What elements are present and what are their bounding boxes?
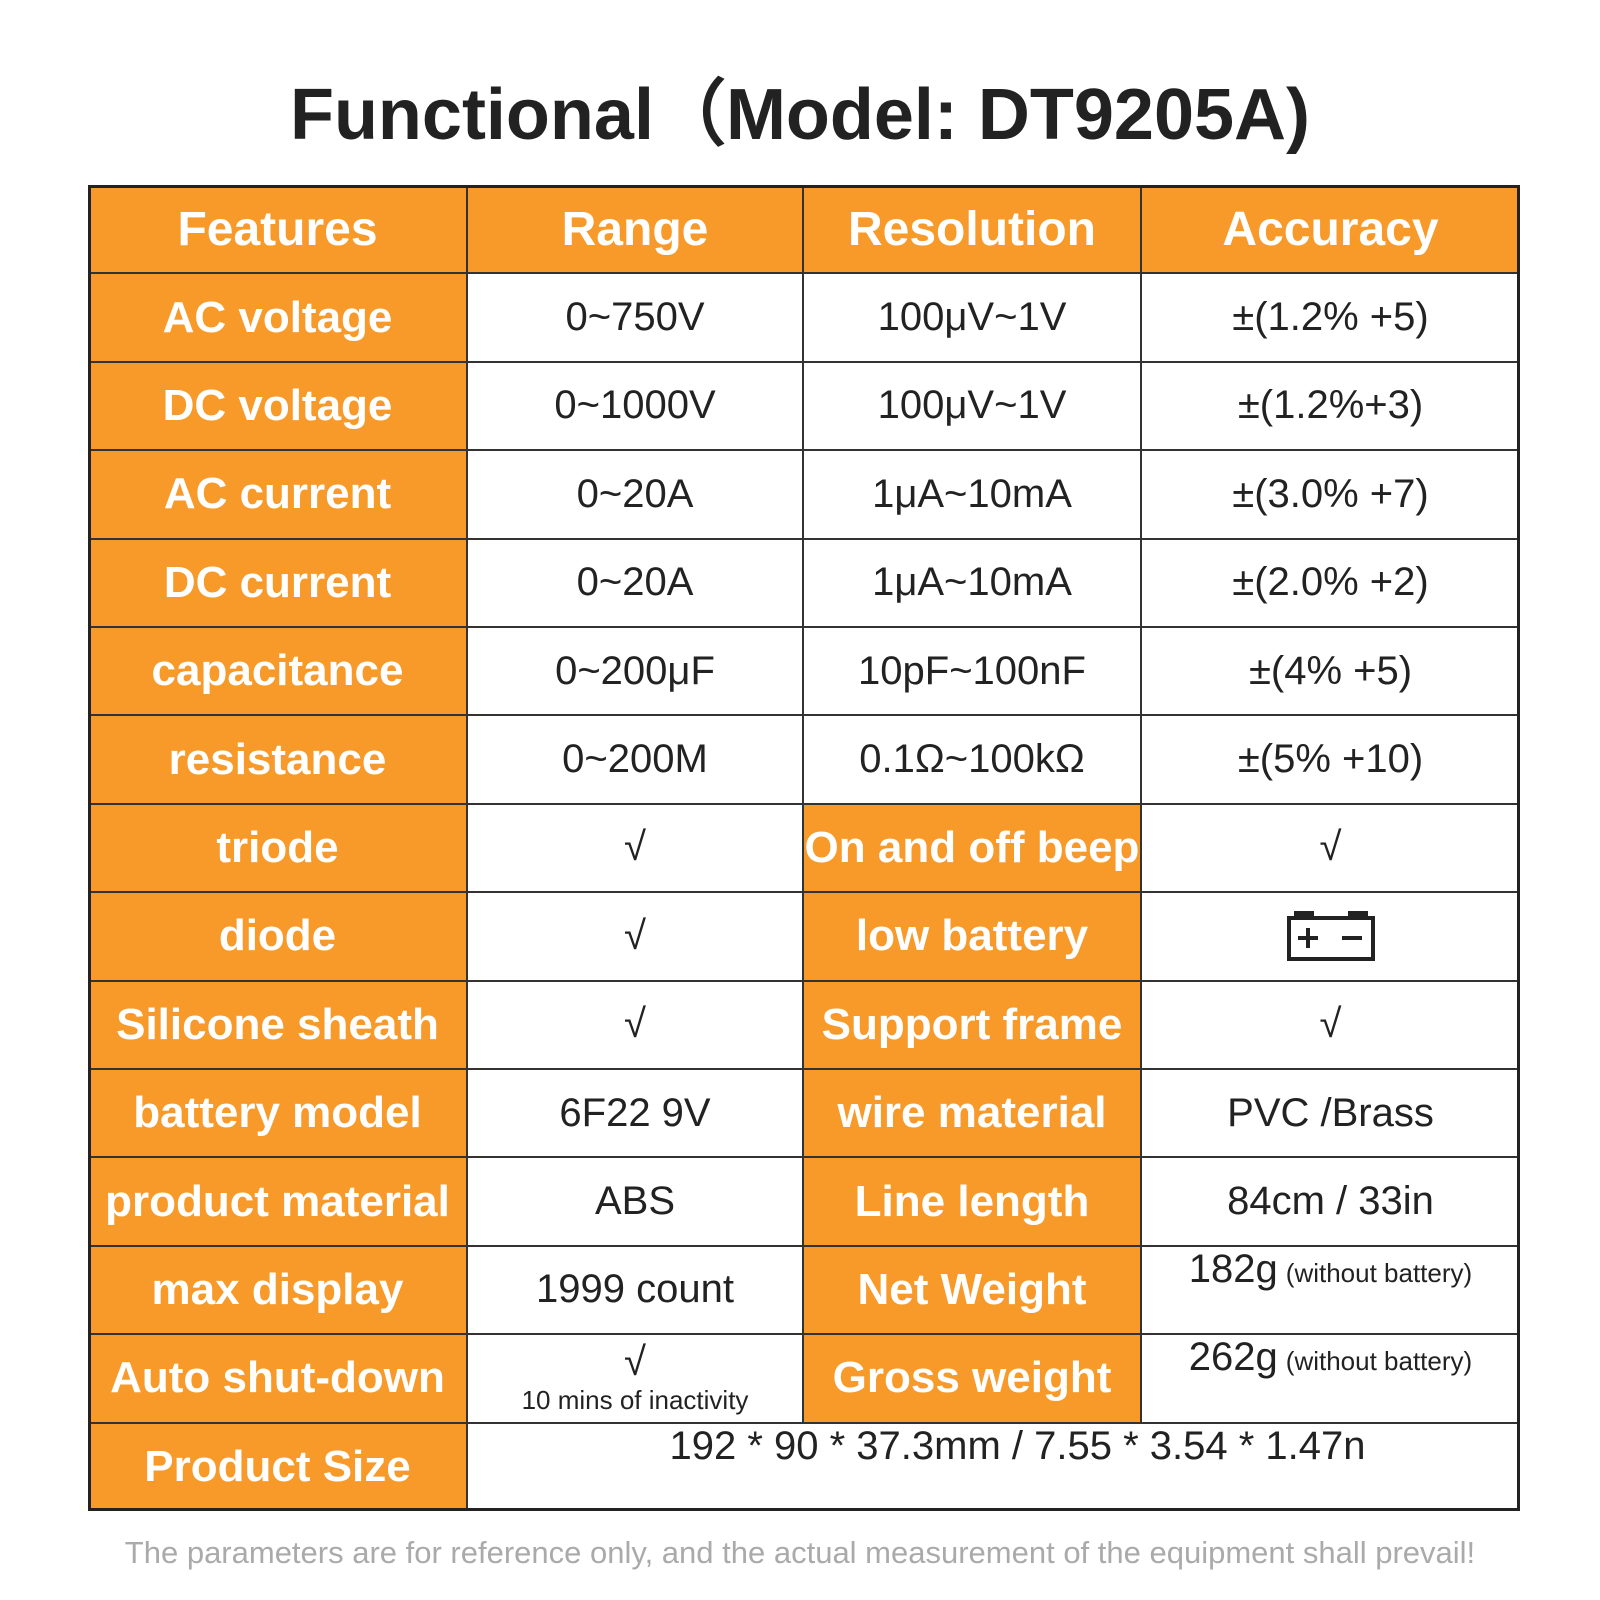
value-cell: 192 * 90 * 37.3mm / 7.55 * 3.54 * 1.47n xyxy=(467,1422,1520,1511)
label-cell: On and off beep xyxy=(803,803,1141,893)
value-cell: 0~750V xyxy=(467,273,803,362)
value-cell: ±(1.2% +5) xyxy=(1141,273,1520,362)
value-cell: 262g (without battery) xyxy=(1141,1334,1520,1423)
label-cell: triode xyxy=(88,803,467,893)
label-cell: capacitance xyxy=(88,627,467,716)
cell-note: 10 mins of inactivity xyxy=(521,1385,749,1416)
label-cell: Silicone sheath xyxy=(88,980,467,1069)
battery-icon xyxy=(1286,911,1375,962)
value-cell: 1μA~10mA xyxy=(803,538,1141,627)
label-cell: Product Size xyxy=(88,1422,467,1511)
label-cell: DC voltage xyxy=(88,361,467,451)
label-cell: AC voltage xyxy=(88,273,467,362)
value-cell: ABS xyxy=(467,1157,803,1246)
header-cell: Resolution xyxy=(803,185,1141,274)
cell-note: (without battery) xyxy=(1285,1346,1473,1377)
label-cell: battery model xyxy=(88,1069,467,1158)
label-cell: AC current xyxy=(88,450,467,539)
label-cell: Support frame xyxy=(803,980,1141,1069)
label-cell: Net Weight xyxy=(803,1245,1141,1335)
value-cell: ±(3.0% +7) xyxy=(1141,450,1520,539)
label-cell: wire material xyxy=(803,1069,1141,1158)
label-cell: Line length xyxy=(803,1157,1141,1246)
header-cell: Features xyxy=(88,185,467,274)
value-cell: 0~200M xyxy=(467,715,803,804)
value-cell: √ 10 mins of inactivity xyxy=(467,1334,803,1423)
title: Functional（Model: DT9205A) xyxy=(289,75,1311,155)
value-cell: 0~20A xyxy=(467,450,803,539)
value-cell: ±(5% +10) xyxy=(1141,715,1520,804)
cell-text: 262g xyxy=(1188,1335,1278,1380)
label-cell: diode xyxy=(88,892,467,981)
value-cell: 10pF~100nF xyxy=(803,627,1141,716)
value-cell: √ xyxy=(467,892,803,981)
label-cell: Auto shut-down xyxy=(88,1334,467,1423)
value-cell: √ xyxy=(467,803,803,893)
value-cell: ±(1.2%+3) xyxy=(1141,361,1520,451)
cell-text: √ xyxy=(624,1340,646,1385)
label-cell: Gross weight xyxy=(803,1334,1141,1423)
value-cell: 100μV~1V xyxy=(803,273,1141,362)
header-cell: Accuracy xyxy=(1141,185,1520,274)
value-cell xyxy=(1141,892,1520,981)
value-cell: PVC /Brass xyxy=(1141,1069,1520,1158)
value-cell: ±(4% +5) xyxy=(1141,627,1520,716)
value-cell: 0~1000V xyxy=(467,361,803,451)
value-cell: 1999 count xyxy=(467,1245,803,1335)
cell-text: 182g xyxy=(1188,1246,1278,1291)
value-cell: 0.1Ω~100kΩ xyxy=(803,715,1141,804)
value-cell: 182g (without battery) xyxy=(1141,1245,1520,1335)
value-cell: 100μV~1V xyxy=(803,361,1141,451)
label-cell: low battery xyxy=(803,892,1141,981)
cell-note: (without battery) xyxy=(1285,1257,1473,1288)
label-cell: product material xyxy=(88,1157,467,1246)
value-cell: √ xyxy=(1141,803,1520,893)
label-cell: resistance xyxy=(88,715,467,804)
label-cell: max display xyxy=(88,1245,467,1335)
value-cell: √ xyxy=(1141,980,1520,1069)
value-cell: ±(2.0% +2) xyxy=(1141,538,1520,627)
value-cell: 6F22 9V xyxy=(467,1069,803,1158)
value-cell: 0~20A xyxy=(467,538,803,627)
header-cell: Range xyxy=(467,185,803,274)
label-cell: DC current xyxy=(88,538,467,627)
value-cell: 1μA~10mA xyxy=(803,450,1141,539)
value-cell: √ xyxy=(467,980,803,1069)
value-cell: 0~200μF xyxy=(467,627,803,716)
footer-note: The parameters are for reference only, a… xyxy=(124,1535,1476,1570)
value-cell: 84cm / 33in xyxy=(1141,1157,1520,1246)
